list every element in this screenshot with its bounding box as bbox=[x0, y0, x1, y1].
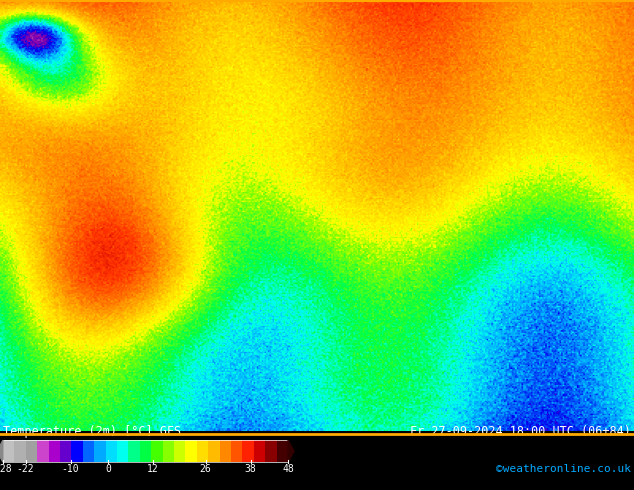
Text: -28: -28 bbox=[0, 464, 12, 474]
Text: -22: -22 bbox=[16, 464, 34, 474]
Bar bbox=[162, 440, 174, 462]
Text: -10: -10 bbox=[61, 464, 79, 474]
Text: 26: 26 bbox=[200, 464, 211, 474]
Text: 38: 38 bbox=[245, 464, 256, 474]
Bar bbox=[106, 440, 117, 462]
Bar bbox=[242, 440, 254, 462]
Text: 48: 48 bbox=[282, 464, 294, 474]
Bar bbox=[231, 440, 243, 462]
Text: 0: 0 bbox=[105, 464, 111, 474]
Bar bbox=[129, 440, 140, 462]
Bar bbox=[26, 440, 37, 462]
Bar bbox=[60, 440, 72, 462]
Bar bbox=[265, 440, 277, 462]
Bar bbox=[174, 440, 186, 462]
Text: Temperature (2m) [°C] GFS: Temperature (2m) [°C] GFS bbox=[3, 425, 181, 438]
Bar bbox=[83, 440, 94, 462]
Bar bbox=[276, 440, 288, 462]
Bar bbox=[3, 440, 15, 462]
Polygon shape bbox=[288, 440, 294, 462]
Bar bbox=[3, 440, 288, 462]
Text: ©weatheronline.co.uk: ©weatheronline.co.uk bbox=[496, 464, 631, 474]
Bar bbox=[117, 440, 129, 462]
Bar bbox=[94, 440, 106, 462]
Bar bbox=[15, 440, 26, 462]
Bar bbox=[72, 440, 83, 462]
Polygon shape bbox=[0, 440, 3, 462]
Bar bbox=[208, 440, 220, 462]
Bar bbox=[219, 440, 231, 462]
Text: Fr 27-09-2024 18:00 UTC (06+84): Fr 27-09-2024 18:00 UTC (06+84) bbox=[410, 425, 631, 438]
Bar bbox=[197, 440, 209, 462]
Bar bbox=[151, 440, 163, 462]
Bar bbox=[254, 440, 266, 462]
Bar bbox=[185, 440, 197, 462]
Bar bbox=[49, 440, 60, 462]
Bar bbox=[140, 440, 152, 462]
Bar bbox=[37, 440, 49, 462]
Text: 12: 12 bbox=[147, 464, 159, 474]
